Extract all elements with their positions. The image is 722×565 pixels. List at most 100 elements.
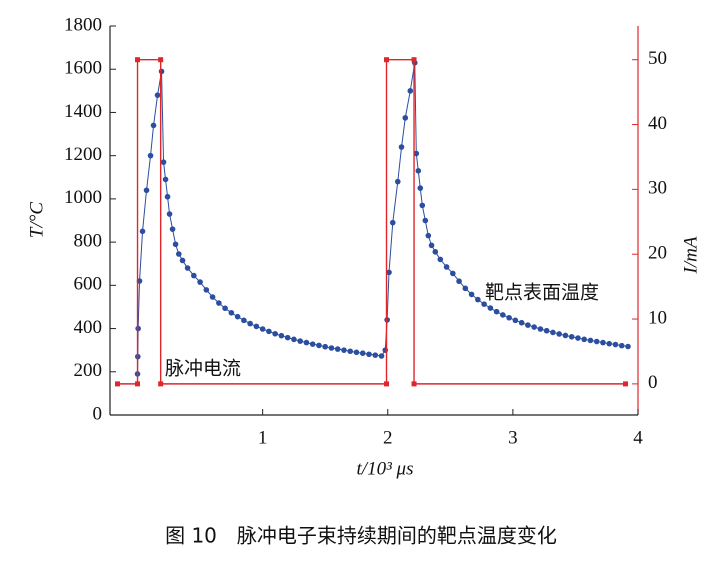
y2-tick-label: 40	[648, 113, 667, 134]
marker	[417, 185, 424, 191]
marker	[456, 278, 462, 285]
marker	[164, 193, 171, 200]
marker	[550, 329, 556, 336]
x-tick-label: 3	[508, 427, 518, 448]
marker	[493, 308, 500, 315]
marker	[309, 341, 316, 347]
marker	[425, 232, 432, 239]
annotation: 靶点表面温度	[485, 282, 599, 304]
marker	[216, 300, 222, 306]
marker	[468, 291, 475, 298]
marker	[500, 312, 506, 318]
series-line	[117, 59, 626, 385]
marker	[253, 323, 260, 330]
marker	[191, 272, 197, 279]
y-tick-label: 800	[74, 230, 103, 251]
marker	[537, 326, 544, 332]
y-tick-label: 1400	[64, 101, 102, 122]
marker	[411, 381, 417, 387]
marker	[481, 301, 487, 307]
x-axis-label: t/10³ μs	[357, 458, 414, 479]
marker	[450, 270, 456, 277]
marker	[328, 345, 335, 351]
marker	[266, 328, 272, 335]
annotation: 脉冲电流	[165, 358, 241, 380]
marker	[303, 339, 310, 346]
marker	[179, 257, 186, 264]
y-axis-label: T/°C	[26, 202, 47, 238]
marker	[606, 340, 613, 347]
marker	[512, 317, 519, 324]
marker	[158, 57, 164, 63]
marker	[115, 381, 121, 387]
marker	[581, 336, 587, 343]
marker	[241, 317, 247, 324]
x-tick-label: 2	[383, 427, 393, 448]
marker	[158, 68, 165, 75]
marker	[197, 279, 203, 285]
marker	[150, 122, 157, 129]
marker	[143, 187, 150, 194]
y-tick-label: 200	[74, 360, 103, 381]
marker	[222, 305, 228, 312]
marker	[334, 346, 341, 352]
marker	[407, 88, 414, 94]
marker	[432, 249, 439, 255]
marker	[166, 211, 173, 217]
y-tick-label: 1200	[64, 144, 102, 165]
marker	[506, 314, 512, 321]
marker	[347, 348, 354, 355]
marker	[612, 341, 619, 348]
marker	[587, 337, 594, 344]
marker	[518, 319, 525, 326]
series-line	[137, 62, 629, 374]
marker	[172, 241, 179, 248]
marker	[618, 342, 625, 349]
marker	[593, 338, 600, 345]
marker	[316, 342, 322, 349]
y2-tick-label: 30	[648, 178, 667, 199]
marker	[184, 265, 191, 271]
y-tick-label: 1600	[64, 58, 102, 79]
x-tick-label: 1	[258, 427, 268, 448]
marker	[322, 343, 329, 350]
y-tick-label: 1000	[64, 187, 102, 208]
marker	[402, 115, 409, 121]
marker	[135, 57, 141, 63]
marker	[160, 159, 167, 165]
marker	[389, 219, 396, 226]
marker	[353, 349, 360, 356]
marker	[462, 285, 469, 292]
x-tick-label: 4	[633, 427, 643, 448]
marker	[378, 353, 385, 359]
marker	[419, 202, 426, 209]
marker	[386, 269, 392, 276]
y2-tick-label: 20	[648, 243, 667, 264]
y-tick-label: 400	[74, 317, 103, 338]
marker	[384, 57, 390, 63]
marker	[543, 327, 550, 334]
marker	[247, 320, 253, 327]
y-tick-label: 0	[93, 403, 103, 424]
marker	[176, 251, 182, 257]
y2-axis-label: I/mA	[680, 236, 701, 274]
marker	[372, 352, 379, 358]
marker	[228, 309, 235, 316]
marker	[278, 332, 285, 339]
y2-tick-label: 0	[648, 372, 658, 393]
marker	[575, 335, 581, 341]
marker	[422, 217, 429, 224]
marker	[154, 92, 161, 98]
marker	[291, 336, 297, 343]
marker	[284, 334, 291, 341]
marker	[394, 178, 401, 185]
marker	[158, 381, 164, 387]
marker	[135, 381, 141, 387]
marker	[209, 294, 216, 300]
marker	[413, 150, 420, 157]
marker	[475, 296, 481, 303]
marker	[272, 330, 278, 337]
marker	[359, 350, 366, 356]
marker	[259, 326, 266, 332]
